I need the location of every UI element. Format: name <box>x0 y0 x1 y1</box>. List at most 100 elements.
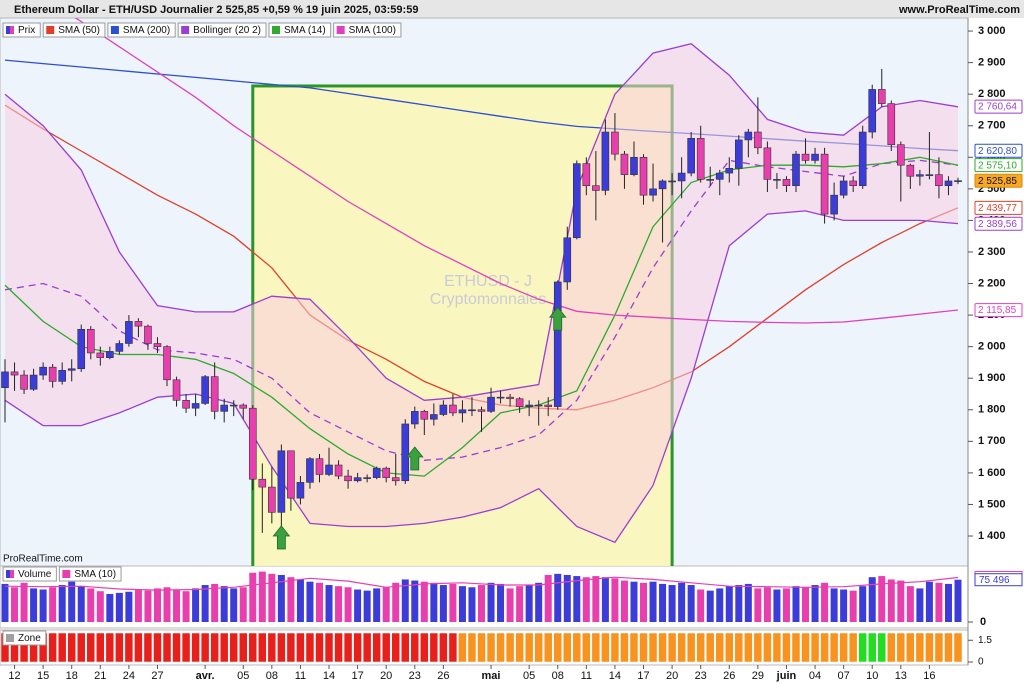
volume-bar <box>944 583 952 622</box>
x-tick-label: 08 <box>266 670 278 682</box>
legend-swatch <box>10 26 14 34</box>
volume-bar <box>87 588 95 622</box>
zone-bar <box>534 632 543 663</box>
volume-bar <box>668 585 676 622</box>
candle-body <box>344 475 352 482</box>
candle-body <box>916 174 924 177</box>
candle-body <box>525 404 533 407</box>
candle-body <box>944 180 953 186</box>
volume-bar <box>163 587 171 622</box>
volume-bar <box>821 582 829 622</box>
candle-body <box>849 180 857 186</box>
zone-bar <box>639 632 648 663</box>
volume-bar <box>535 582 543 622</box>
bollinger-lower <box>4 210 959 544</box>
volume-bar <box>115 592 123 622</box>
candle-body <box>67 368 76 371</box>
candle-body <box>372 467 381 478</box>
zone-bar <box>496 632 505 663</box>
candle-body <box>410 411 419 425</box>
candle-body <box>897 144 905 166</box>
volume-bar <box>802 587 810 622</box>
volume-bar <box>859 586 867 622</box>
candle-body <box>439 404 448 415</box>
x-tick-label: juin <box>776 670 797 682</box>
candle-body <box>20 374 28 390</box>
zone-bar <box>248 632 258 663</box>
candle-body <box>58 370 66 382</box>
volume-bar <box>153 588 161 622</box>
candle-body <box>811 153 819 161</box>
candle-body <box>325 464 333 475</box>
volume-bar <box>659 583 667 622</box>
candle-body <box>48 366 57 382</box>
volume-bar <box>373 588 381 622</box>
candle-body <box>296 482 305 499</box>
volume-bar <box>30 588 38 622</box>
volume-bar <box>478 585 485 622</box>
zone-bar <box>753 632 763 663</box>
zone-bar <box>96 632 105 663</box>
candle-body <box>201 376 209 404</box>
candle-body <box>820 153 829 215</box>
zone-bar <box>887 632 896 663</box>
volume-bar <box>344 587 352 622</box>
volume-bar <box>887 579 895 622</box>
last-value-box <box>974 143 1023 158</box>
legend-label: SMA (100) <box>349 25 396 36</box>
candle-body <box>773 179 781 181</box>
legend-swatch <box>271 26 280 34</box>
legend-item <box>42 22 106 38</box>
volume-bar <box>620 580 628 622</box>
volume-bar <box>230 588 238 622</box>
zone-bar <box>334 632 343 663</box>
legend-item <box>107 22 176 38</box>
volume-bar <box>249 572 257 622</box>
y-tick-label: 1 800 <box>978 404 1006 416</box>
legend-label: SMA (200) <box>123 25 170 36</box>
zone-bar <box>820 632 829 663</box>
candle-body <box>858 131 867 186</box>
signal-arrow <box>405 446 424 471</box>
volume-bar <box>525 585 533 622</box>
candle-body <box>220 404 228 412</box>
volume-bar <box>458 586 466 622</box>
volume-bar <box>640 582 648 622</box>
last-value-box <box>974 200 1023 215</box>
legend-swatch <box>6 26 10 34</box>
zone-bar <box>67 632 76 663</box>
volume-bar <box>782 588 790 622</box>
volume-bar <box>134 589 142 622</box>
volume-bar <box>68 581 76 622</box>
y-tick-label: 1.5 <box>978 635 992 646</box>
zone-bar <box>210 632 219 663</box>
zone-bar <box>200 632 210 663</box>
x-tick-label: 17 <box>351 670 363 682</box>
volume-bar <box>239 587 247 622</box>
zone-bar <box>315 632 324 663</box>
y-tick-label: 1 900 <box>978 372 1006 384</box>
volume-bar <box>363 590 371 622</box>
zone-bar <box>620 632 629 663</box>
zone-bar <box>667 632 677 663</box>
zone-bar <box>172 632 181 663</box>
x-tick-label: 20 <box>380 670 392 682</box>
volume-bar <box>392 582 400 622</box>
zone-bar <box>239 632 248 663</box>
signal-arrow <box>548 306 567 331</box>
candle-body <box>277 450 286 513</box>
zone-bar <box>505 632 515 663</box>
zone-bar <box>362 632 372 663</box>
zone-bar <box>915 632 925 663</box>
zone-bar <box>763 632 772 663</box>
volume-bar <box>573 576 581 622</box>
candle-body <box>287 450 295 499</box>
volume-bar <box>830 588 838 622</box>
candle-body <box>877 89 886 104</box>
x-tick-label: 12 <box>8 670 20 682</box>
last-value-label: 2 760,64 <box>978 102 1017 113</box>
candle-body <box>725 168 734 174</box>
zone-bar <box>906 632 915 663</box>
candle-body <box>649 188 657 196</box>
